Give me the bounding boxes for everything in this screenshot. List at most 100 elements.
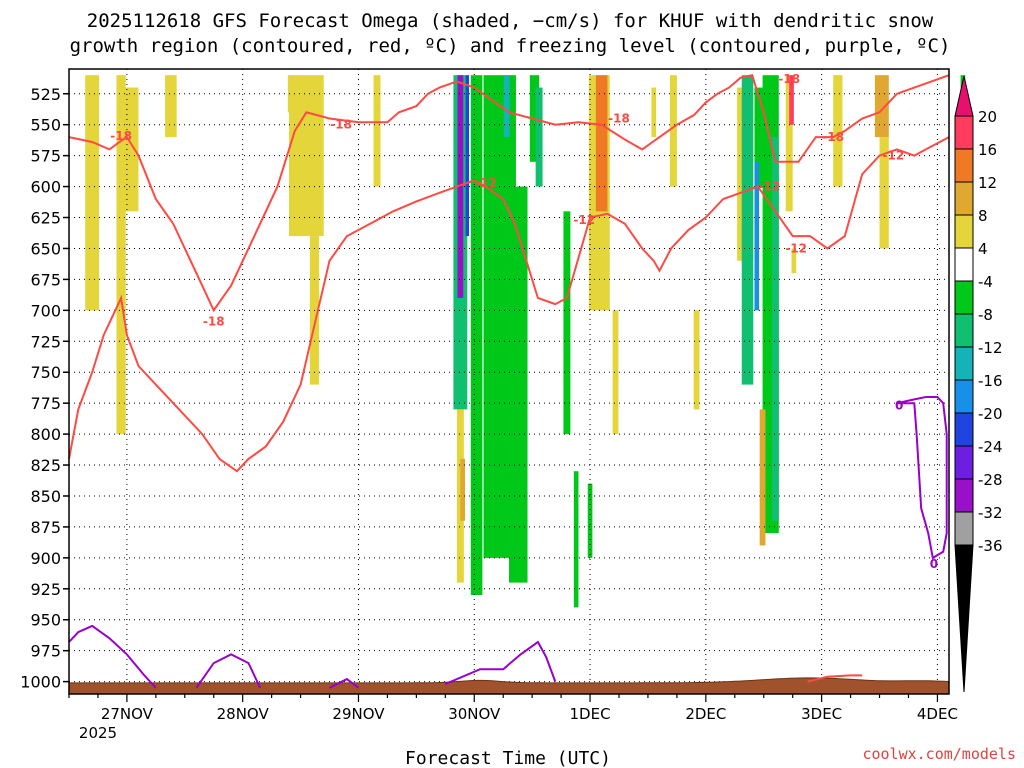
colorbar-label--28: -28 (978, 471, 1003, 489)
omega-region-21 (587, 483, 593, 558)
omega-region-39 (874, 75, 889, 138)
colorbar-segment-9 (954, 412, 974, 447)
y-tick-label-975: 975 (30, 642, 61, 661)
omega-region-35 (785, 75, 793, 212)
freezing-contour-fz-5 (896, 396, 948, 560)
y-tick-label-800: 800 (30, 425, 61, 444)
omega-region-24 (612, 310, 619, 435)
contour-label-4: -18 (778, 72, 800, 86)
omega-region-26 (669, 75, 677, 187)
y-tick-label-600: 600 (30, 178, 61, 197)
contour-label-6: -12 (475, 176, 497, 190)
colorbar-label--32: -32 (978, 504, 1003, 522)
contour-label-3: -18 (608, 112, 630, 126)
colorbar-label-20: 20 (978, 108, 997, 126)
y-tick-label-950: 950 (30, 611, 61, 630)
omega-region-20 (573, 471, 579, 608)
colorbar-label-8: 8 (978, 207, 988, 225)
y-tick-label-750: 750 (30, 363, 61, 382)
y-tick-label-925: 925 (30, 580, 61, 599)
x-axis: 27NOV 28NOV 29NOV 30NOV 1DEC 2DEC 3DEC 4DEC (68, 694, 958, 723)
omega-region-25 (651, 87, 657, 138)
contour-label-12: 0 (930, 557, 938, 571)
omega-region-15 (509, 186, 528, 583)
y-tick-label-550: 550 (30, 116, 61, 135)
y-tick-label-700: 700 (30, 301, 61, 320)
y-tick-label-675: 675 (30, 270, 61, 289)
colorbar-label-4: 4 (978, 240, 988, 258)
contour-labels: -18 -18 -18 -18 -18 -18 -12 -12 -12 -12 -12 0 0 (110, 72, 938, 571)
colorbar-segment-12 (954, 511, 974, 546)
colorbar-segment-1 (954, 148, 974, 183)
contour-label-10: -12 (883, 149, 905, 163)
omega-region-27 (693, 310, 700, 410)
contour-label-2: -18 (330, 118, 352, 132)
colorbar-label--20: -20 (978, 405, 1003, 423)
colorbar-segment-8 (954, 379, 974, 414)
y-tick-label-775: 775 (30, 394, 61, 413)
omega-region-18 (535, 87, 543, 187)
y-tick-label-725: 725 (30, 332, 61, 351)
omega-region-13 (470, 75, 483, 595)
omega-region-12 (465, 75, 470, 237)
omega-region-36 (789, 75, 794, 125)
colorbar-top-arrow (954, 75, 974, 117)
colorbar-segment-4 (954, 247, 974, 282)
colorbar-label--12: -12 (978, 339, 1003, 357)
colorbar-label--36: -36 (978, 537, 1003, 555)
omega-region-31 (754, 161, 760, 311)
colorbar-segment-6 (954, 313, 974, 348)
contour-label-0: -18 (110, 129, 132, 143)
plot-frame (68, 68, 950, 695)
contour-label-9: -12 (785, 241, 807, 255)
contour-label-11: 0 (895, 399, 903, 413)
freezing-contour-fz-3 (329, 677, 360, 689)
omega-region-16 (503, 75, 510, 138)
colorbar-label--16: -16 (978, 372, 1003, 390)
omega-region-34 (759, 409, 766, 546)
x-tick-label-1DEC: 1DEC (570, 705, 611, 723)
colorbar-segment-5 (954, 280, 974, 315)
omega-region-38 (833, 75, 843, 187)
omega-region-9 (460, 458, 465, 521)
omega-region-2 (119, 87, 139, 212)
dgz-contour-minus18-upper (68, 74, 950, 313)
x-tick-label-29NOV: 29NOV (332, 705, 385, 723)
contour-label-5: -18 (822, 130, 844, 144)
x-tick-label-3DEC: 3DEC (801, 705, 842, 723)
contour-label-8: -12 (759, 180, 781, 194)
y-tick-label-650: 650 (30, 239, 61, 258)
colorbar-label-16: 16 (978, 141, 997, 159)
contour-label-7: -12 (573, 213, 595, 227)
colorbar-segment-3 (954, 214, 974, 249)
x-tick-label-27NOV: 27NOV (101, 705, 154, 723)
freezing-contour-fz-2 (195, 653, 262, 689)
omega-region-37 (791, 248, 797, 274)
credit-text[interactable]: coolwx.com/models (862, 745, 1016, 763)
colorbar-label--8: -8 (978, 306, 993, 324)
y-tick-label-625: 625 (30, 209, 61, 228)
x-axis-title: Forecast Time (UTC) (405, 748, 611, 768)
omega-region-33 (771, 137, 779, 521)
colorbar-segment-0 (954, 115, 974, 150)
freezing-contour-fz-4 (444, 640, 557, 686)
omega-region-1 (116, 75, 126, 435)
freezing-contour-fz-1 (68, 624, 157, 689)
terrain-fill (68, 677, 950, 695)
colorbar-segment-7 (954, 346, 974, 381)
y-tick-label-850: 850 (30, 487, 61, 506)
contour-label-1: -18 (203, 314, 225, 328)
omega-region-29 (741, 75, 754, 385)
omega-region-3 (165, 75, 177, 138)
y-tick-label-900: 900 (30, 549, 61, 568)
omega-region-0 (85, 75, 100, 311)
contours (68, 74, 950, 689)
colorbar-segment-10 (954, 445, 974, 480)
omega-region-40 (879, 137, 889, 249)
contour-warm-sfc (807, 674, 863, 683)
x-year-label: 2025 (79, 724, 117, 742)
x-tick-label-28NOV: 28NOV (217, 705, 270, 723)
colorbar-segment-2 (954, 181, 974, 216)
x-tick-label-4DEC: 4DEC (917, 705, 958, 723)
colorbar-segment-11 (954, 478, 974, 513)
